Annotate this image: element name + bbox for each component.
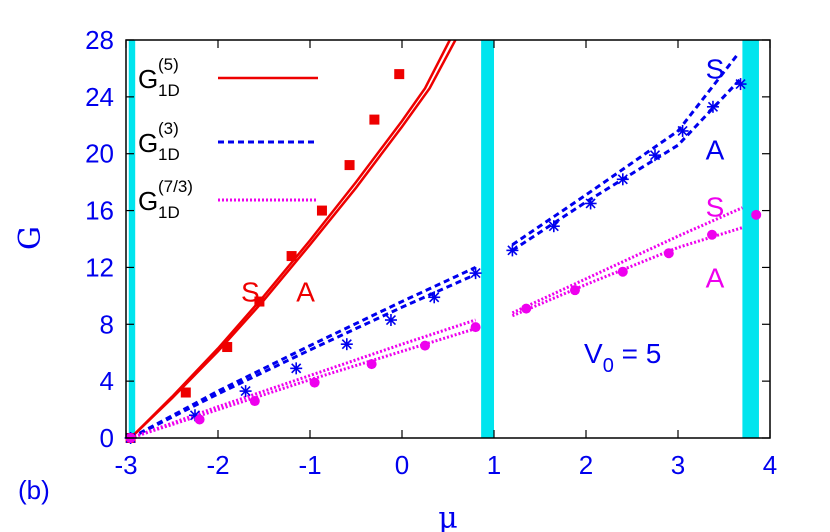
series-0-point-6 bbox=[344, 160, 355, 171]
series-1-line-1 bbox=[129, 273, 477, 438]
legend: G (5)1DG (3)1DG (7/3)1D bbox=[138, 55, 318, 222]
series-label-4: S bbox=[706, 191, 725, 222]
series-2-point-12 bbox=[751, 209, 762, 220]
series-1-point-13 bbox=[676, 124, 689, 137]
series-2-point-4 bbox=[366, 359, 377, 370]
series-2-point-10 bbox=[663, 248, 674, 259]
annotation-rest: = 5 bbox=[614, 338, 661, 369]
band-2 bbox=[742, 40, 759, 438]
x-tick-label-2: -1 bbox=[298, 450, 321, 480]
series-1-point-10 bbox=[584, 197, 597, 210]
series-1-point-15 bbox=[734, 78, 747, 91]
annotation-v0: V0 = 5 bbox=[584, 338, 661, 377]
y-tick-label-6: 24 bbox=[85, 82, 114, 112]
legend-entry-1: G (3) 1D bbox=[138, 119, 318, 164]
series-2-point-1 bbox=[194, 414, 205, 425]
series-1-point-14 bbox=[706, 100, 719, 113]
series-1-point-5 bbox=[384, 314, 397, 327]
x-tick-label-5: 2 bbox=[579, 450, 593, 480]
svg-text:G: G bbox=[138, 128, 158, 158]
y-tick-label-0: 0 bbox=[100, 423, 114, 453]
series-label-0: S bbox=[241, 277, 260, 308]
series-label-2: S bbox=[706, 53, 725, 84]
band-1 bbox=[481, 40, 494, 438]
bands bbox=[128, 40, 759, 438]
series-2-point-2 bbox=[249, 396, 260, 407]
svg-text:(3): (3) bbox=[158, 119, 179, 138]
series-1-point-3 bbox=[290, 362, 303, 375]
series-2-point-6 bbox=[470, 322, 481, 333]
series-0-point-7 bbox=[369, 114, 380, 125]
y-tick-label-5: 20 bbox=[85, 139, 114, 169]
series-2-point-5 bbox=[420, 340, 430, 351]
svg-text:G: G bbox=[138, 186, 158, 216]
x-tick-label-1: -2 bbox=[206, 450, 229, 480]
x-axis-title: μ bbox=[438, 501, 458, 532]
plot-frame bbox=[125, 39, 771, 439]
series-label-3: A bbox=[706, 134, 725, 165]
legend-entry-2: G (7/3) 1D bbox=[138, 177, 318, 222]
series-0-point-4 bbox=[286, 251, 297, 262]
x-tick-label-6: 3 bbox=[671, 450, 685, 480]
y-tick-label-1: 4 bbox=[100, 366, 114, 396]
annotation-base: V bbox=[584, 338, 603, 369]
x-tick-label-4: 1 bbox=[487, 450, 501, 480]
series-lines bbox=[129, 40, 744, 438]
series-1-point-2 bbox=[239, 385, 252, 398]
series-0-point-2 bbox=[222, 342, 233, 353]
series-1-point-6 bbox=[428, 291, 441, 304]
series-2-point-11 bbox=[707, 229, 718, 240]
series-0-point-3 bbox=[254, 296, 265, 307]
series-1-point-11 bbox=[616, 173, 629, 186]
series-1-point-9 bbox=[547, 220, 560, 233]
y-tick-label-3: 12 bbox=[85, 252, 114, 282]
series-0-point-5 bbox=[316, 205, 327, 216]
series-label-5: A bbox=[706, 262, 725, 293]
band-0 bbox=[128, 40, 136, 438]
y-tick-label-7: 28 bbox=[85, 25, 114, 55]
series-0-point-1 bbox=[180, 387, 191, 398]
svg-text:G: G bbox=[138, 64, 158, 94]
series-1-point-12 bbox=[649, 149, 661, 162]
series-1-line-0 bbox=[129, 266, 477, 438]
series-label-1: A bbox=[296, 277, 315, 308]
series-2-point-8 bbox=[569, 285, 580, 296]
svg-text:1D: 1D bbox=[158, 203, 180, 222]
x-tick-label-3: 0 bbox=[395, 450, 409, 480]
svg-text:1D: 1D bbox=[158, 145, 180, 164]
series-2-line-2 bbox=[511, 206, 744, 315]
panel-label: (b) bbox=[18, 475, 50, 505]
x-tick-label-0: -3 bbox=[114, 450, 137, 480]
series-1-point-8 bbox=[506, 244, 519, 257]
y-axis-title: G bbox=[13, 226, 48, 250]
series-2-point-3 bbox=[309, 377, 320, 388]
series-2-point-9 bbox=[617, 266, 628, 277]
series-1-point-7 bbox=[469, 267, 482, 280]
legend-entry-0: G (5) 1D bbox=[138, 55, 318, 100]
x-tick-label-7: 4 bbox=[763, 450, 777, 480]
series-markers bbox=[124, 69, 762, 444]
svg-text:1D: 1D bbox=[158, 81, 180, 100]
y-tick-label-4: 16 bbox=[85, 196, 114, 226]
svg-text:(7/3): (7/3) bbox=[158, 177, 193, 196]
annotation-sub: 0 bbox=[603, 355, 614, 377]
series-1-point-4 bbox=[340, 338, 353, 351]
y-tick-label-2: 8 bbox=[100, 309, 114, 339]
series-0-line-1 bbox=[129, 40, 457, 438]
series-0-line-0 bbox=[129, 40, 451, 438]
svg-text:(5): (5) bbox=[158, 55, 179, 74]
series-1-line-2 bbox=[511, 53, 739, 246]
series-2-point-7 bbox=[521, 303, 532, 314]
series-0-point-8 bbox=[394, 69, 405, 80]
series-2-line-1 bbox=[130, 327, 477, 438]
series-2-line-0 bbox=[130, 318, 477, 438]
